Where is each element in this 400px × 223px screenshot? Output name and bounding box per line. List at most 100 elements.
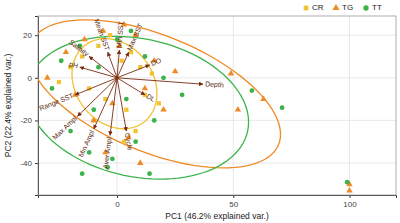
loading-label: Mean SST (93, 18, 111, 52)
loading-arrow (78, 78, 118, 116)
loading-label: Min SST (115, 20, 124, 48)
loading-arrow (117, 78, 145, 95)
loading-arrow (117, 78, 126, 131)
point (147, 171, 152, 176)
point (345, 180, 350, 185)
x-axis: 0 50 100 (39, 195, 397, 209)
point (91, 117, 97, 123)
x-tick-mark (350, 195, 351, 198)
x-axis-title: PC1 (46.2% explained var.) (165, 211, 269, 221)
point (63, 49, 69, 55)
loading-labels: Depth DO DL Max SSTMin SST Mean SSTSalinity p… (38, 18, 224, 169)
point (68, 129, 73, 134)
point (133, 139, 138, 144)
y-tick: -20 (20, 116, 38, 125)
y-grid-line (38, 35, 396, 36)
legend-label: TT (372, 3, 382, 12)
point (235, 106, 241, 112)
point (150, 71, 154, 75)
point (249, 88, 254, 93)
legend-symbol (304, 6, 309, 11)
point (160, 106, 166, 112)
point (87, 150, 92, 155)
x-tick: 0 (115, 195, 120, 209)
point (96, 44, 100, 48)
point (180, 92, 185, 97)
point (110, 156, 115, 161)
loading-label: pH (68, 60, 79, 70)
y-tick: 20 (23, 31, 38, 40)
point (152, 118, 157, 123)
legend: CR TG TT (304, 3, 382, 12)
point (50, 86, 55, 91)
loading-arrow (89, 56, 117, 77)
loading-label: Min Ampl (77, 129, 96, 159)
loading-label: Max Ampl (51, 114, 79, 141)
point (57, 80, 61, 84)
point (280, 105, 285, 110)
point (134, 129, 138, 133)
loading-label: Depth (205, 80, 224, 89)
point (44, 74, 50, 80)
y-axis-title: PC2 (22.4% explained var.) (3, 54, 13, 158)
legend-label: TG (342, 3, 353, 12)
y-grid-line (38, 163, 396, 164)
loading-arrow (110, 78, 117, 136)
loading-arrow (117, 78, 203, 84)
legend-symbol (332, 4, 339, 10)
y-tick-label: 20 (23, 31, 32, 40)
x-grid-line (349, 16, 350, 195)
loading-arrow (80, 67, 117, 78)
point (137, 159, 143, 165)
point (161, 75, 166, 80)
point (108, 33, 112, 37)
chart: 0 50 100 -40 -20 0 20 Depth DO DL Max SSTMin SST Me… (0, 0, 400, 223)
x-tick-mark (233, 195, 234, 198)
point (157, 101, 161, 105)
x-tick-label: 0 (115, 200, 120, 209)
x-tick-label: 50 (229, 200, 238, 209)
y-tick-mark (35, 163, 38, 164)
y-tick-mark (35, 78, 38, 79)
y-tick-mark (35, 35, 38, 36)
point (124, 108, 128, 112)
point (96, 65, 101, 70)
y-grid-line (38, 77, 396, 78)
group-ellipse (38, 36, 249, 179)
point (80, 171, 85, 176)
y-tick: -40 (20, 159, 38, 168)
point (172, 68, 178, 74)
loading-label: Cycle (123, 132, 134, 151)
legend-label: CR (312, 3, 324, 12)
point (142, 85, 148, 91)
plot: 0 50 100 -40 -20 0 20 Depth DO DL Max SSTMin SST Me… (20, 16, 396, 209)
y-tick-label: -40 (20, 159, 32, 168)
legend-symbol (363, 5, 368, 10)
y-tick: 0 (28, 74, 38, 83)
loading-label: Range SST (38, 91, 75, 112)
x-tick-mark (117, 195, 118, 198)
loading-label: DL (145, 92, 156, 103)
y-tick-label: -20 (20, 116, 32, 125)
marks (38, 20, 353, 193)
loading-label: Aver Ampl (102, 136, 114, 169)
point (124, 97, 129, 102)
point (91, 107, 96, 112)
y-axis: -40 -20 0 20 (20, 17, 38, 196)
point (59, 58, 64, 63)
loading-label: DO (150, 56, 163, 67)
loading-label: Max SST (126, 22, 145, 52)
point (81, 36, 87, 42)
point (346, 187, 352, 193)
x-tick-label: 100 (343, 200, 357, 209)
x-axis-line (39, 196, 397, 199)
loading-arrow (117, 50, 119, 78)
y-tick-label: 0 (28, 74, 33, 83)
point (260, 95, 266, 101)
point (143, 54, 148, 59)
loading-label: Salinity (67, 38, 90, 58)
x-tick: 100 (343, 195, 357, 209)
point (120, 59, 124, 63)
point (228, 70, 234, 76)
y-tick-mark (35, 120, 38, 121)
